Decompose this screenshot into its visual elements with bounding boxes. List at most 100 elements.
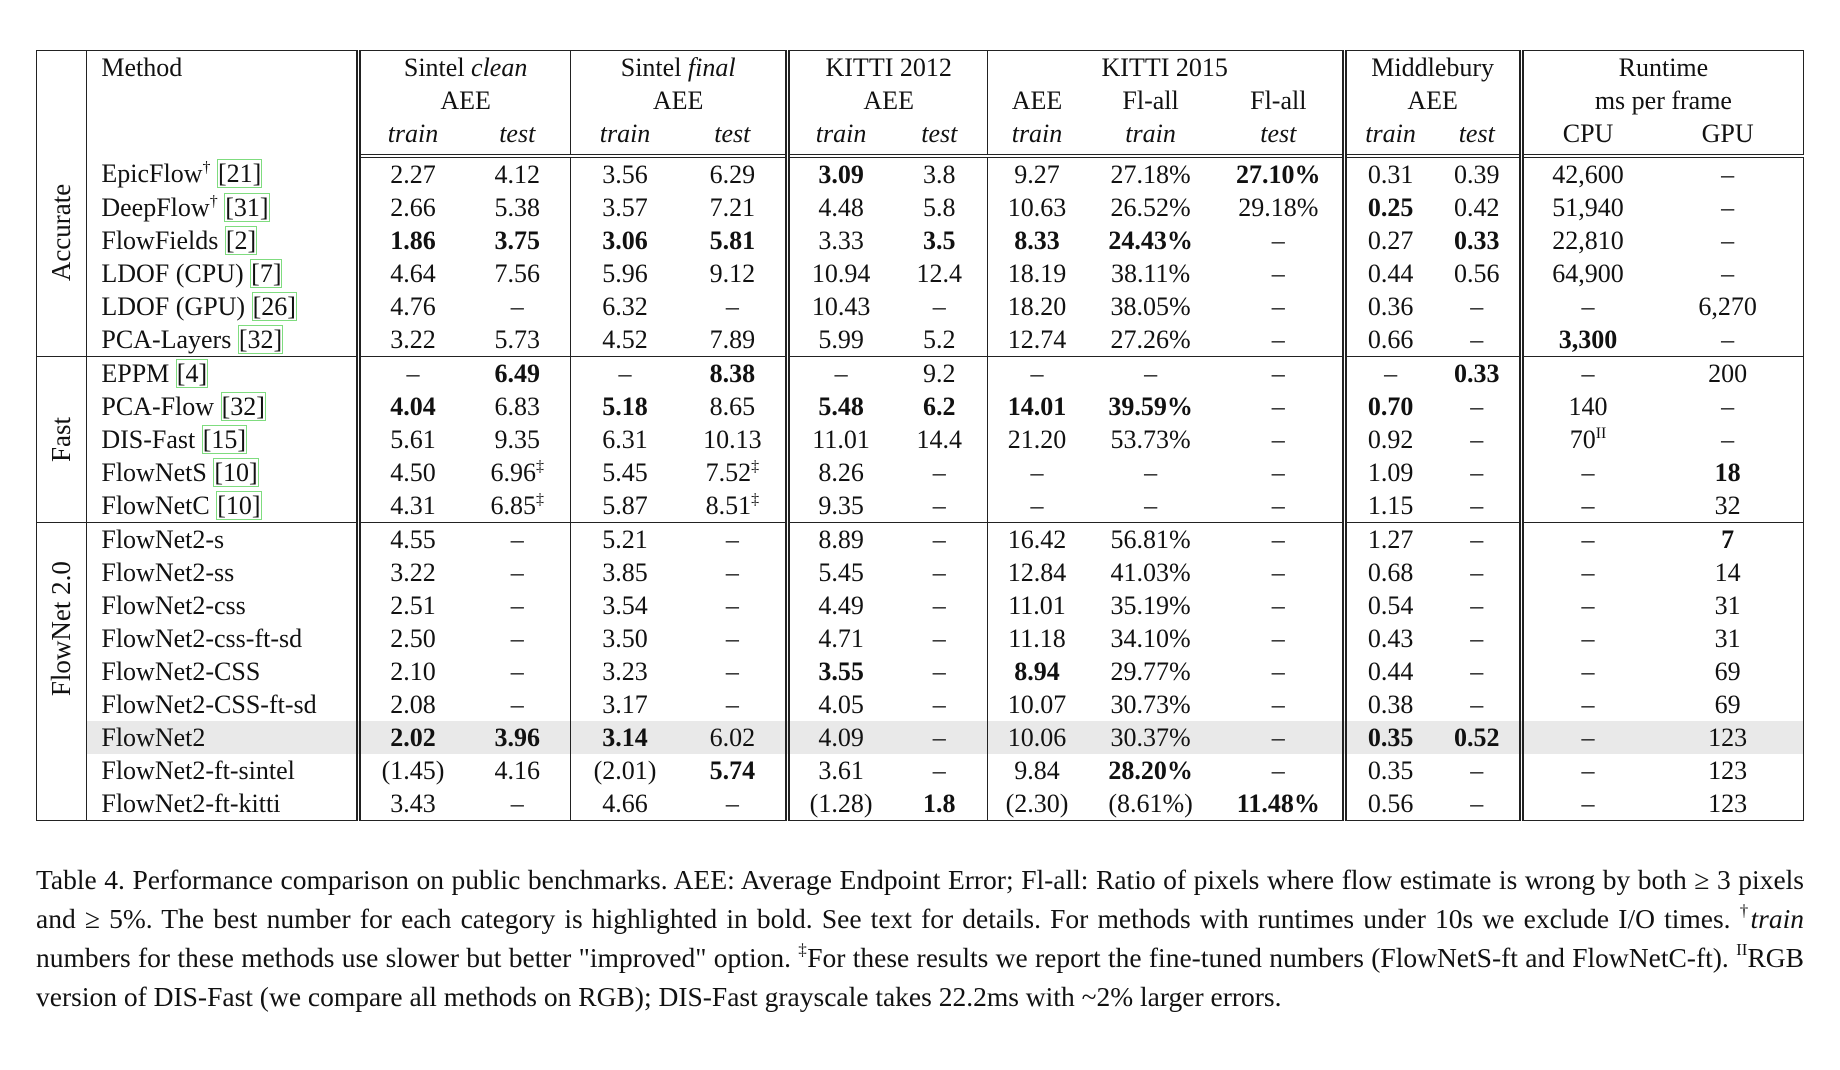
value-text: 200 (1708, 359, 1748, 388)
value-text: 6.49 (494, 359, 541, 388)
citation-link[interactable]: [10] (216, 491, 262, 520)
value-text: 5.73 (494, 325, 541, 354)
table-row: PCA-Layers [32] 3.22 5.73 4.52 7.89 5.99 5.2 12… (37, 323, 1804, 357)
value-text: 0.36 (1367, 292, 1414, 321)
value-cell: 4.50 (356, 456, 465, 489)
caption-text: numbers for these methods use slower but… (36, 942, 799, 973)
citation-link[interactable]: [21] (216, 159, 263, 188)
value-cell: 30.73% (1086, 688, 1215, 721)
value-cell: 28.20% (1086, 754, 1215, 787)
value-text: 0.70 (1367, 392, 1414, 421)
value-cell: 22,810 (1518, 224, 1653, 257)
table-caption: Table 4. Performance comparison on publi… (36, 860, 1804, 1016)
value-cell: 0.54 (1341, 589, 1435, 622)
value-text: 6,270 (1698, 292, 1757, 321)
citation-link[interactable]: [32] (220, 392, 266, 421)
value-text: – (1470, 425, 1484, 454)
value-footnote-mark: ‡ (536, 458, 544, 475)
value-text: 3.5 (923, 226, 956, 255)
value-cell: – (465, 589, 571, 622)
value-cell: – (892, 589, 988, 622)
table-row: LDOF (CPU) [7] 4.64 7.56 5.96 9.12 10.94 12.4 1… (37, 257, 1804, 290)
value-cell: – (1518, 456, 1653, 489)
value-cell: 4.12 (465, 156, 571, 191)
citation-link[interactable]: [31] (224, 193, 270, 222)
value-cell: – (1215, 290, 1344, 323)
value-text: – (1470, 558, 1484, 587)
value-cell: 34.10% (1086, 622, 1215, 655)
citation-link[interactable]: [26] (251, 292, 297, 321)
value-text: 4.52 (602, 325, 648, 354)
table-row: Fast EPPM [4] – 6.49 – 8.38 – 9.2 – – – – 0.33 – 200 (36, 356, 1804, 523)
value-text: 31 (1714, 624, 1741, 653)
method-name: PCA-Flow [32] (86, 390, 359, 423)
value-cell: – (465, 556, 571, 589)
method-label: FlowNet2-CSS-ft-sd (101, 690, 317, 719)
value-footnote-mark: II (1595, 425, 1607, 442)
value-text: – (932, 657, 946, 686)
value-cell: 5.45 (785, 556, 892, 589)
citation-link[interactable]: [7] (250, 259, 283, 288)
value-text: 7.21 (709, 193, 756, 222)
header-middlebury: Middlebury (1341, 50, 1522, 84)
value-cell: 3.22 (356, 556, 465, 589)
value-cell: 35.19% (1086, 589, 1215, 622)
value-cell: – (1435, 323, 1522, 357)
value-text: 7.89 (709, 325, 756, 354)
citation-link[interactable]: [4] (175, 359, 209, 388)
value-cell: – (679, 787, 788, 821)
value-text: 7.52 (705, 458, 752, 487)
value-text: 0.56 (1367, 789, 1414, 818)
value-text: 3.50 (602, 624, 648, 653)
citation-link[interactable]: [10] (213, 458, 259, 487)
value-cell: 3.85 (569, 556, 680, 589)
value-cell: 12.4 (892, 257, 988, 290)
value-cell: 7 (1652, 522, 1804, 556)
value-text: – (725, 525, 739, 554)
double-dagger-mark: ‡ (798, 940, 808, 959)
value-cell: – (892, 556, 988, 589)
value-cell: – (1215, 522, 1345, 556)
value-text: 5.45 (818, 558, 864, 587)
value-text: 4.71 (818, 624, 864, 653)
value-cell: – (1518, 721, 1653, 754)
value-text: 0.35 (1367, 756, 1414, 785)
value-footnote-mark: ‡ (751, 458, 760, 475)
value-text: 18 (1714, 458, 1741, 487)
value-text: 18.19 (1007, 259, 1067, 288)
value-cell: 3.14 (569, 721, 680, 754)
method-name: DeepFlow† [31] (86, 191, 359, 224)
value-cell: 2.66 (356, 191, 465, 224)
table-row: FlowNet2-CSS-ft-sd 2.08 – 3.17 – 4.05 – 10.07 30… (37, 688, 1804, 721)
value-text: 30.73% (1110, 690, 1191, 719)
value-text: – (1470, 491, 1484, 520)
value-cell: 140 (1518, 390, 1653, 423)
value-cell: – (1435, 290, 1522, 323)
value-cell: 5.99 (785, 323, 892, 357)
value-text: – (510, 657, 524, 686)
value-footnote-mark: ‡ (751, 491, 760, 508)
value-text: 29.18% (1238, 193, 1319, 222)
value-cell: 3.43 (356, 787, 465, 821)
value-text: 27.18% (1110, 160, 1191, 189)
method-footnote-mark: † (209, 193, 218, 210)
value-cell: 9.27 (986, 156, 1087, 191)
value-text: 8.51 (705, 491, 752, 520)
citation-link[interactable]: [32] (237, 325, 284, 354)
header-sintel-clean: Sintel clean (356, 50, 571, 84)
value-text: – (1271, 756, 1285, 785)
value-cell: – (1652, 390, 1803, 423)
value-text: 0.35 (1367, 723, 1414, 752)
value-cell: – (1341, 356, 1435, 390)
citation-link[interactable]: [2] (224, 226, 258, 255)
value-text: 0.56 (1453, 259, 1500, 288)
value-text: 32 (1714, 491, 1741, 520)
value-text: – (1271, 259, 1285, 288)
method-label: DIS-Fast (101, 425, 196, 454)
value-text: 5.61 (390, 425, 436, 454)
value-text: – (1271, 624, 1285, 653)
value-cell: 1.27 (1341, 522, 1435, 556)
value-cell: 3.50 (569, 622, 680, 655)
citation-link[interactable]: [15] (201, 425, 248, 454)
value-cell: 0.42 (1435, 191, 1522, 224)
